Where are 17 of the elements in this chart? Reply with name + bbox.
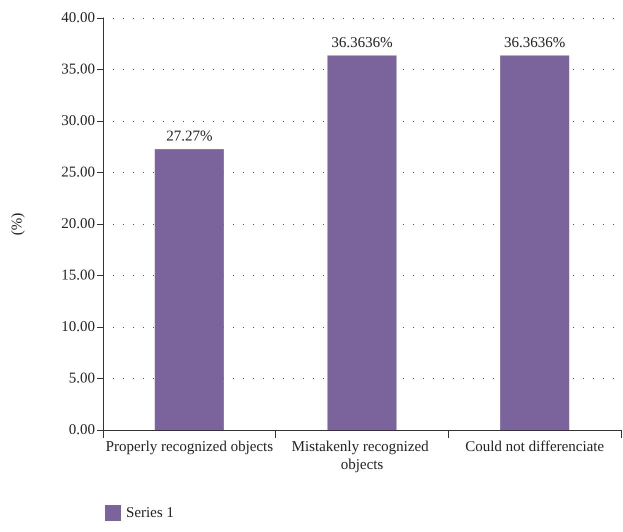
y-axis-title: (%) bbox=[10, 212, 26, 236]
y-tick-label: 30.00 bbox=[61, 113, 95, 129]
x-tick-label: Properly recognized objects bbox=[106, 439, 274, 455]
y-tick-label: 35.00 bbox=[61, 62, 95, 78]
y-tick-label: 10.00 bbox=[61, 319, 95, 335]
y-tick-label: 15.00 bbox=[61, 268, 95, 284]
data-label: 27.27% bbox=[166, 128, 212, 145]
y-tick-label: 25.00 bbox=[61, 164, 95, 180]
y-tick-label: 0.00 bbox=[68, 422, 95, 438]
legend-label: Series 1 bbox=[126, 505, 174, 521]
x-tick-label: Could not differenciate bbox=[465, 439, 604, 455]
x-tick-label: Mistakenly recognized objects bbox=[292, 439, 432, 473]
data-label: 36.3636% bbox=[504, 34, 566, 51]
y-tick-label: 5.00 bbox=[68, 370, 95, 386]
y-tick-label: 20.00 bbox=[61, 216, 95, 232]
y-tick-label: 40.00 bbox=[61, 10, 95, 26]
data-label: 36.3636% bbox=[331, 34, 393, 51]
